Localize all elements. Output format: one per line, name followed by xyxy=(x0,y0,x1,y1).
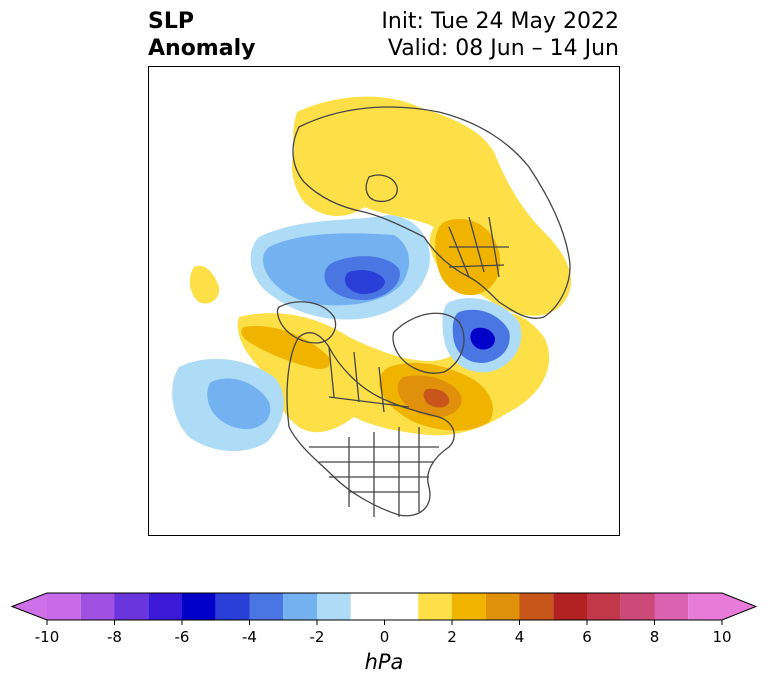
colorbar-extend-high xyxy=(722,593,756,620)
colorbar-bin xyxy=(620,593,655,620)
colorbar-tick-label: 2 xyxy=(447,628,457,646)
colorbar-bin xyxy=(688,593,722,620)
colorbar-bin xyxy=(114,593,149,620)
colorbar-bin xyxy=(654,593,689,620)
map-panel xyxy=(148,66,620,536)
colorbar-bin xyxy=(350,593,419,620)
negative-anomaly-arctic-4 xyxy=(344,270,385,295)
colorbar-bin xyxy=(148,593,182,620)
colorbar-bin xyxy=(452,593,486,620)
coastlines xyxy=(276,106,571,517)
title-line-2: Anomaly xyxy=(148,36,256,61)
colorbar-bin xyxy=(485,593,520,620)
eurasia-coast xyxy=(292,106,571,319)
colorbar-bin xyxy=(418,593,452,620)
colorbar-bin xyxy=(215,593,250,620)
negative-anomaly-greenland-3 xyxy=(470,327,495,350)
title-line-1: SLP xyxy=(148,9,194,34)
colorbar-bin xyxy=(283,593,317,620)
colorbar-tick-label: -4 xyxy=(242,628,257,646)
canada-provinces xyxy=(328,346,410,413)
colorbar-tick-label: -10 xyxy=(34,628,60,646)
us-states-grid xyxy=(309,427,439,517)
colorbar-tick-label: 4 xyxy=(514,628,525,646)
arctic-islands xyxy=(365,174,398,203)
colorbar-tick-label: -2 xyxy=(309,628,325,646)
colorbar-tick-label: -8 xyxy=(107,628,122,646)
colorbar-unit-label: hPa xyxy=(364,650,404,674)
alaska-coast xyxy=(276,301,337,344)
colorbar-tick-label: 0 xyxy=(379,628,390,646)
greenland-coast xyxy=(392,312,465,374)
colorbar-bin xyxy=(182,593,216,620)
positive-anomaly-pacific xyxy=(189,265,220,304)
positive-anomaly-europe xyxy=(435,218,501,296)
colorbar-bin xyxy=(80,593,115,620)
valid-range: Valid: 08 Jun – 14 Jun xyxy=(387,36,619,61)
init-date: Init: Tue 24 May 2022 xyxy=(381,9,619,34)
colorbar-tick-label: 6 xyxy=(582,628,592,646)
colorbar-tick-label: 8 xyxy=(649,628,660,646)
colorbar-bin xyxy=(519,593,554,620)
map-title: SLP Anomaly xyxy=(148,8,255,62)
colorbar-bin xyxy=(553,593,587,620)
positive-anomaly-scandinavia xyxy=(292,125,376,217)
slp-anomaly-map xyxy=(172,96,572,517)
europe-borders xyxy=(448,216,509,278)
colorbar-bin xyxy=(587,593,621,620)
colorbar-bin xyxy=(47,593,81,620)
colorbar-bin xyxy=(317,593,351,620)
negative-anomaly-areas xyxy=(172,215,522,452)
colorbar-extend-low xyxy=(12,593,47,620)
colorbar-tick-label: -6 xyxy=(174,628,190,646)
colorbar-bin xyxy=(249,593,284,620)
negative-anomaly-pacific-2 xyxy=(207,378,271,430)
positive-anomaly-core-2 xyxy=(423,388,450,408)
colorbar xyxy=(10,592,758,625)
north-america-coast xyxy=(286,332,455,517)
positive-anomaly-west xyxy=(241,326,331,369)
colorbar-tick-label: 10 xyxy=(712,628,732,646)
forecast-dates: Init: Tue 24 May 2022 Valid: 08 Jun – 14… xyxy=(381,8,619,62)
